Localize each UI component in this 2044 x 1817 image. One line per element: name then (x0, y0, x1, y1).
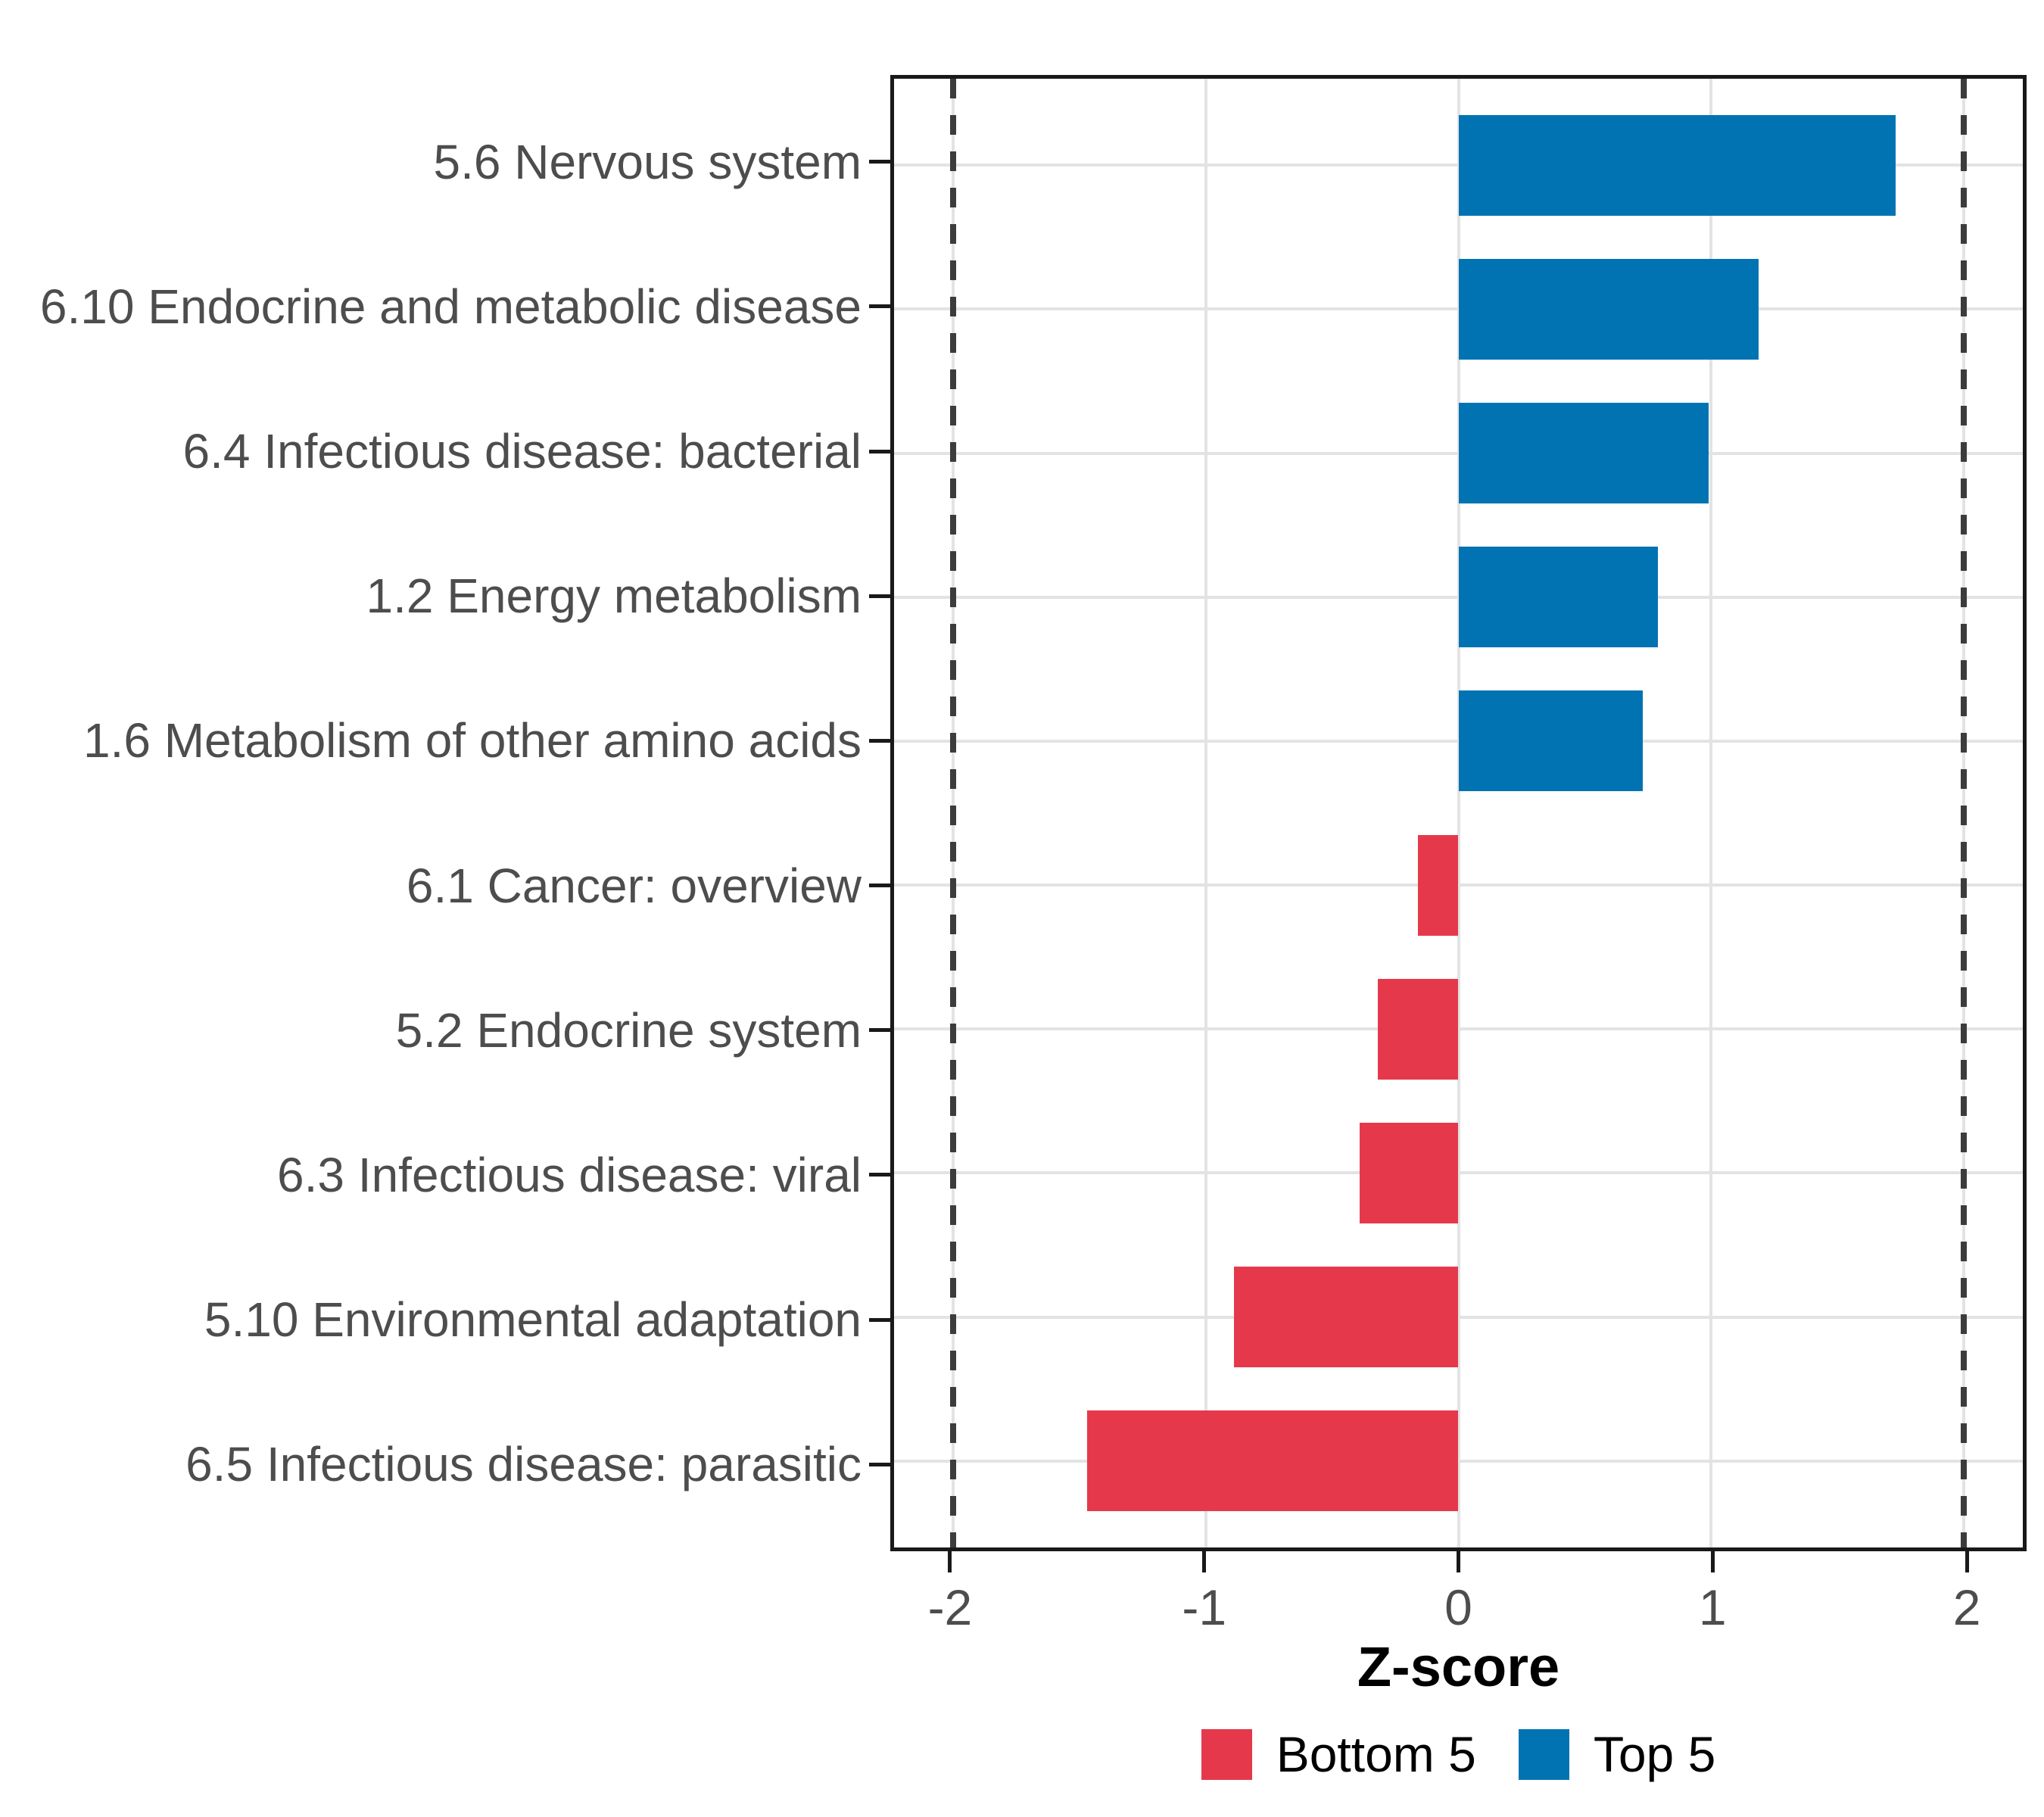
x-tick-mark (1202, 1551, 1207, 1572)
x-tick-label: 1 (1698, 1579, 1727, 1635)
category-label: 1.2 Energy metabolism (366, 569, 862, 624)
y-tick-mark (869, 1028, 890, 1033)
category-label: 6.5 Infectious disease: parasitic (185, 1437, 862, 1492)
y-tick-mark (869, 449, 890, 453)
bar-negative (1360, 1122, 1459, 1224)
plot-panel (890, 75, 2027, 1551)
category-label: 6.4 Infectious disease: bacterial (182, 424, 862, 479)
x-tick-label: -2 (927, 1579, 973, 1635)
legend-label: Bottom 5 (1276, 1726, 1476, 1782)
gridline-y-row-8 (894, 1171, 2023, 1175)
gridline-y-row-7 (894, 1027, 2023, 1031)
bar-negative (1233, 1267, 1459, 1368)
gridline-y-row-10 (894, 1459, 2023, 1463)
category-label: 5.6 Nervous system (433, 134, 862, 189)
category-label: 6.10 Endocrine and metabolic disease (39, 279, 862, 334)
y-tick-mark (869, 884, 890, 888)
gridline-x--1 (1204, 79, 1207, 1547)
category-label: 5.2 Endocrine system (395, 1002, 862, 1058)
x-tick-mark (1710, 1551, 1715, 1572)
y-tick-mark (869, 1462, 890, 1466)
y-tick-mark (869, 1317, 890, 1322)
legend-entry: Bottom 5 (1201, 1725, 1476, 1783)
x-axis-title: Z-score (1357, 1635, 1560, 1698)
x-tick-label: -1 (1182, 1579, 1227, 1635)
y-tick-mark (869, 1173, 890, 1177)
legend-label: Top 5 (1593, 1726, 1716, 1782)
bar-positive (1458, 258, 1759, 360)
bar-positive (1458, 690, 1643, 792)
x-tick-mark (1965, 1551, 1969, 1572)
y-tick-mark (869, 594, 890, 598)
x-tick-label: 2 (1952, 1579, 1981, 1635)
x-axis-tick-labels: -2 -1 0 1 2 (890, 1573, 2027, 1641)
y-axis-tick-marks (869, 75, 890, 1551)
bar-negative (1418, 834, 1459, 936)
y-tick-mark (869, 304, 890, 309)
bar-positive (1458, 402, 1709, 504)
bar-positive (1458, 114, 1896, 216)
category-label: 5.10 Environmental adaptation (204, 1292, 862, 1348)
category-label: 6.1 Cancer: overview (406, 858, 862, 913)
gridline-x-1 (1709, 79, 1713, 1547)
gridline-y-row-6 (894, 884, 2023, 887)
y-axis-category-labels: 5.6 Nervous system 6.10 Endocrine and met… (0, 75, 862, 1551)
x-tick-mark (948, 1551, 952, 1572)
y-tick-mark (869, 738, 890, 743)
x-axis-tick-marks (890, 1551, 2027, 1572)
x-tick-label: 0 (1444, 1579, 1472, 1635)
chart-legend: Bottom 5 Top 5 (890, 1713, 2027, 1796)
bar-positive (1458, 547, 1658, 648)
bar-negative (1087, 1410, 1459, 1512)
x-tick-mark (1457, 1551, 1460, 1572)
dashed-ref-line-2 (1960, 79, 1967, 1547)
legend-entry: Top 5 (1518, 1725, 1716, 1783)
gridline-y-row-9 (894, 1315, 2023, 1319)
category-label: 6.3 Infectious disease: viral (277, 1147, 862, 1202)
y-tick-mark (869, 160, 890, 164)
dashed-ref-line--2 (950, 79, 957, 1547)
legend-swatch-bottom5 (1201, 1728, 1252, 1780)
bar-negative (1377, 978, 1459, 1080)
category-label: 1.6 Metabolism of other amino acids (83, 713, 862, 768)
gridline-x-0 (1457, 79, 1460, 1547)
legend-swatch-top5 (1518, 1728, 1569, 1780)
